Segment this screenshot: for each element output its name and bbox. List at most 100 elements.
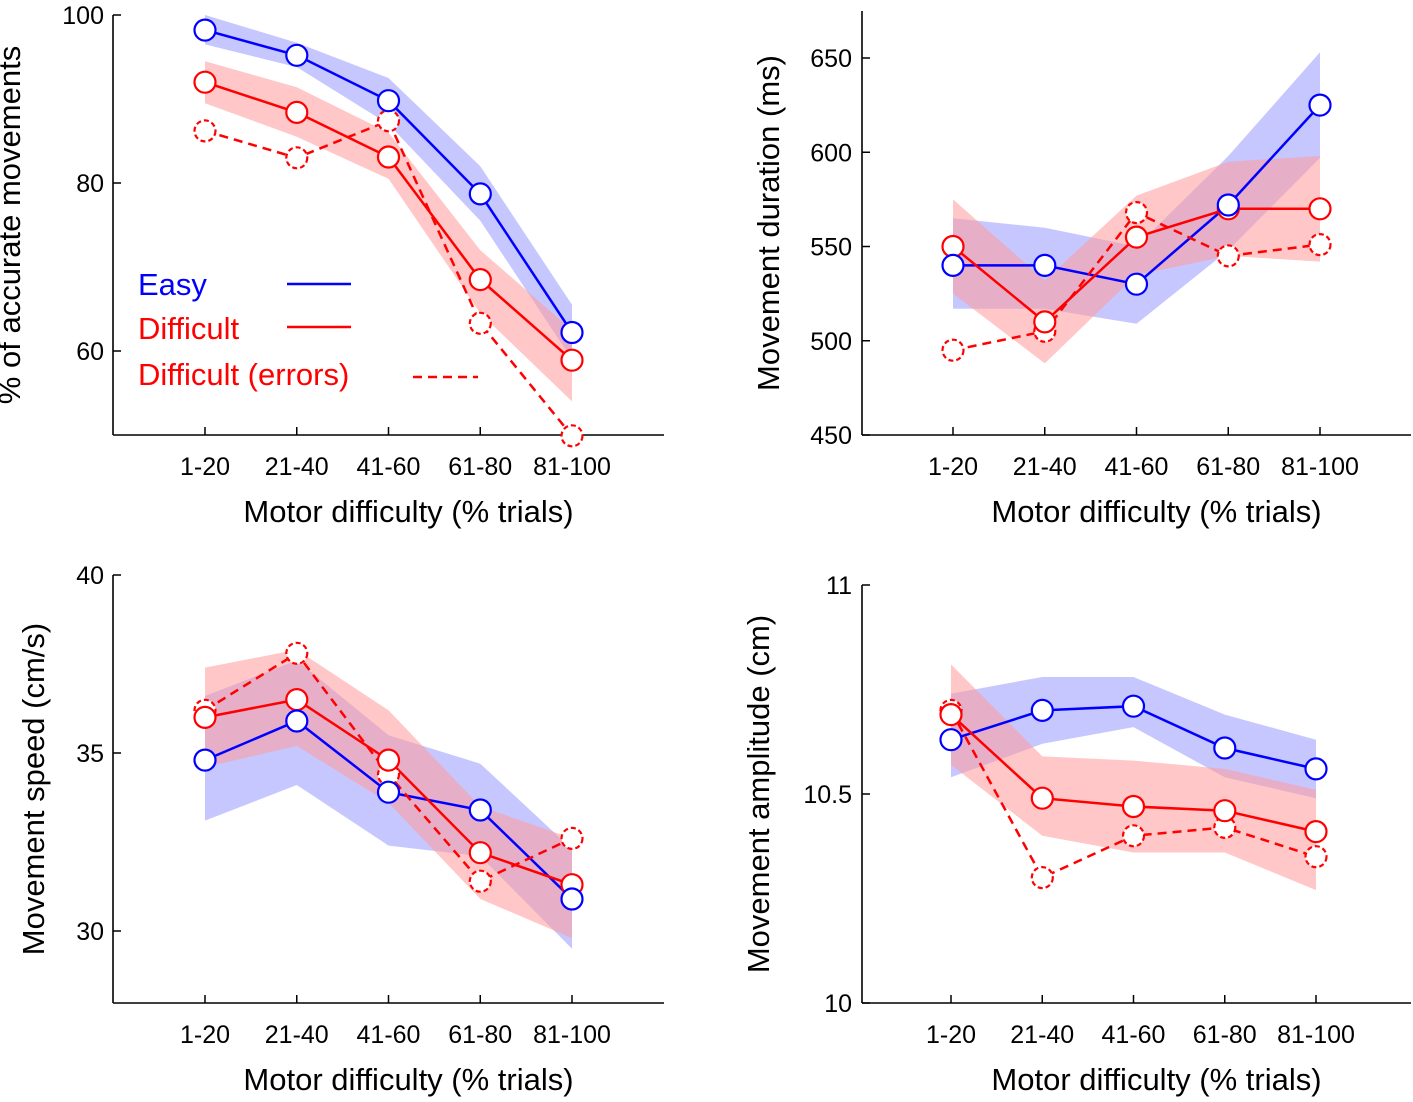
marker-difficult-errors [1304,845,1328,869]
marker-difficult [193,705,217,730]
marker-difficult-errors [1308,233,1332,257]
marker-easy [1030,698,1054,723]
x-tick-label: 81-100 [533,453,611,481]
x-tick-label: 21-40 [1013,453,1077,481]
marker-easy [1213,736,1237,760]
x-tick-label: 21-40 [265,453,329,481]
marker-difficult [1124,225,1149,249]
marker-difficult [285,687,309,712]
y-tick-label: 10 [824,990,852,1018]
panel-speed: 30 35 40 1-20 21-40 41-60 61-80 81-100 Motor dif… [16,562,664,1097]
y-tick-label: 60 [76,338,104,366]
x-tick-label: 81-100 [1277,1021,1355,1049]
marker-easy [941,253,965,277]
marker-difficult [193,70,217,94]
panel-accuracy: 60 80 100 1-20 21-40 41-60 61-80 81-100 Motor di… [0,2,664,529]
legend: Easy Difficult Difficult (errors) [138,267,478,392]
y-tick-label: 11 [826,572,852,600]
y-tick-label: 650 [810,45,852,73]
marker-difficult [939,702,963,727]
marker-easy [193,748,217,772]
marker-easy [1216,193,1240,217]
y-tick-label: 600 [810,139,852,167]
x-tick-label: 61-80 [448,1021,512,1049]
y-axis-title: Movement duration (ms) [751,55,786,391]
x-tick-label: 41-60 [1105,453,1169,481]
marker-difficult-errors [1030,865,1054,890]
marker-easy [1121,694,1146,718]
y-tick-label: 35 [76,740,104,768]
series-line-difficult-errors [204,119,573,437]
x-tick-label: 1-20 [926,1021,976,1049]
x-tick-label: 1-20 [180,453,230,481]
marker-difficult-errors [560,826,584,851]
marker-difficult-errors [1216,244,1240,268]
x-tick-label: 61-80 [448,453,512,481]
y-axis-title: Movement speed (cm/s) [16,623,51,956]
x-tick-label: 1-20 [180,1021,230,1049]
x-tick-label: 21-40 [1010,1021,1074,1049]
marker-difficult [468,268,492,292]
marker-easy [1308,93,1332,117]
y-tick-label: 40 [76,562,104,590]
marker-easy [560,887,584,911]
marker-difficult-errors [285,641,309,665]
x-tick-label: 41-60 [357,453,421,481]
y-axis-title: Movement amplitude (cm) [741,615,776,973]
x-tick-label: 41-60 [1102,1021,1166,1049]
x-tick-label: 81-100 [533,1021,611,1049]
x-tick-label: 61-80 [1196,453,1260,481]
marker-difficult [1121,794,1146,819]
x-axis-title: Motor difficulty (% trials) [991,1062,1321,1097]
legend-label-easy: Easy [138,267,207,302]
x-tick-label: 1-20 [928,453,978,481]
band-difficult [953,156,1320,364]
y-tick-label: 30 [76,918,104,946]
x-axis-title: Motor difficulty (% trials) [243,494,573,529]
marker-difficult-errors [376,109,401,133]
y-tick-label: 550 [810,234,852,262]
marker-difficult [376,145,401,169]
marker-difficult-errors [941,338,965,362]
x-tick-label: 21-40 [265,1021,329,1049]
marker-easy [285,709,309,733]
marker-difficult-errors [468,869,492,893]
marker-difficult [1304,819,1328,844]
marker-difficult [468,841,492,865]
marker-easy [468,798,492,822]
marker-difficult [376,748,401,772]
marker-easy [468,182,492,206]
marker-difficult-errors [193,119,217,143]
legend-label-difficult-errors: Difficult (errors) [138,357,349,392]
marker-easy [1033,253,1057,277]
legend-label-difficult: Difficult [138,311,239,346]
marker-difficult [1308,197,1332,221]
marker-easy [1304,757,1328,781]
marker-difficult [560,348,584,372]
y-tick-label: 10.5 [803,781,852,809]
marker-difficult-errors [285,146,309,170]
marker-difficult-errors [1121,824,1146,848]
x-axis-title: Motor difficulty (% trials) [991,494,1321,529]
panel-duration: 450 500 550 600 650 1-20 21-40 41-60 61-80 81-100… [751,11,1411,529]
panel-amplitude: 10 10.5 11 1-20 21-40 41-60 61-80 81-100 Motor d… [741,572,1411,1097]
x-axis-title: Motor difficulty (% trials) [243,1062,573,1097]
marker-difficult [1213,799,1237,823]
marker-easy [285,43,309,67]
y-tick-label: 450 [810,422,852,450]
marker-easy [376,89,401,113]
marker-easy [376,780,401,804]
y-tick-label: 80 [76,170,104,198]
band-easy [205,15,572,360]
marker-easy [939,728,963,752]
marker-difficult [285,100,309,125]
x-tick-label: 61-80 [1193,1021,1257,1049]
marker-easy [1124,272,1149,296]
y-tick-label: 500 [810,328,852,356]
marker-easy [193,18,217,42]
marker-difficult-errors [560,424,584,448]
marker-difficult-errors [468,311,492,335]
x-tick-label: 41-60 [357,1021,421,1049]
marker-difficult-errors [1124,201,1149,225]
